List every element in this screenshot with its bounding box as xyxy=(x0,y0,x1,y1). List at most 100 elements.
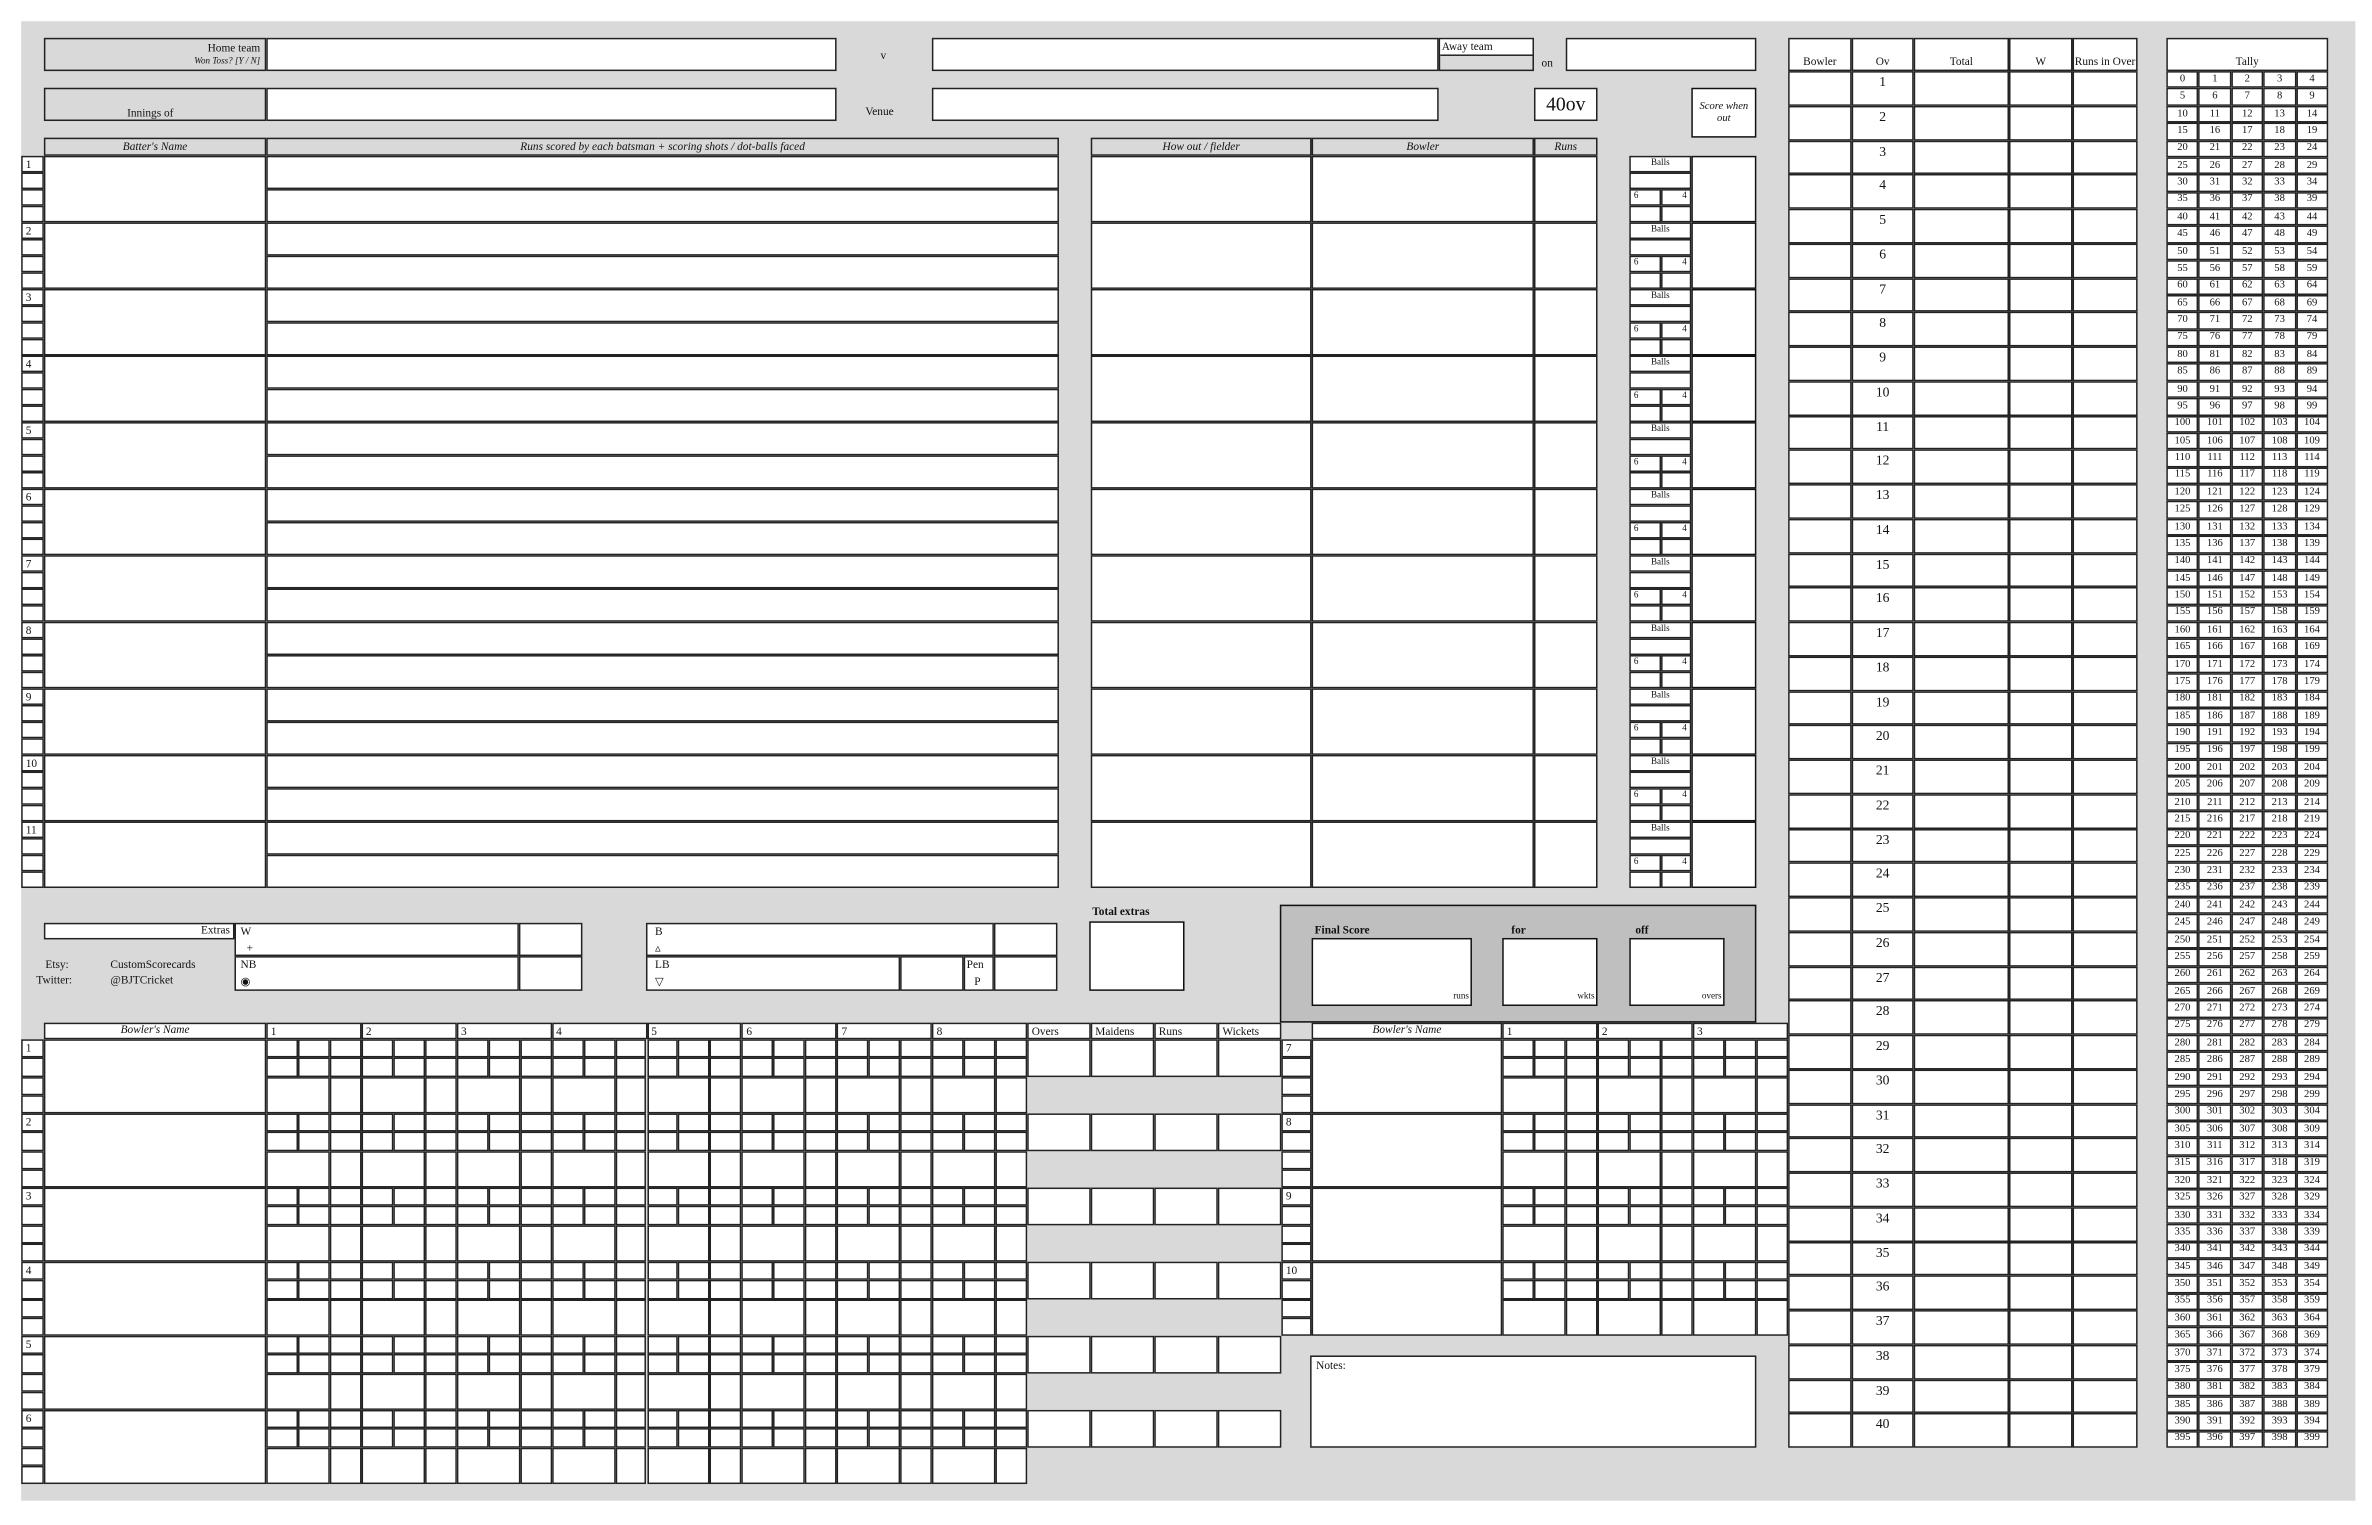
over-table-cell[interactable] xyxy=(1788,139,1852,175)
over-result-cell[interactable] xyxy=(551,1298,616,1336)
tally-cell[interactable]: 110 xyxy=(2166,449,2199,467)
tally-cell[interactable]: 192 xyxy=(2231,725,2264,743)
over-table-cell[interactable] xyxy=(2072,380,2138,416)
byes-total[interactable] xyxy=(993,922,1058,957)
ball-cell[interactable] xyxy=(551,1280,584,1299)
ball-cell[interactable] xyxy=(615,1335,647,1355)
ball-cell[interactable] xyxy=(900,1057,933,1077)
dismissal-bowler-input[interactable] xyxy=(1311,821,1534,889)
batter-name-input[interactable] xyxy=(43,688,267,755)
batter-runs-total-input[interactable] xyxy=(1533,222,1598,289)
over-table-cell[interactable] xyxy=(2072,1069,2138,1104)
tally-cell[interactable]: 336 xyxy=(2198,1224,2232,1242)
over-table-cell[interactable] xyxy=(1788,965,1852,1001)
tally-cell[interactable]: 327 xyxy=(2231,1189,2264,1207)
ball-cell[interactable] xyxy=(710,1131,742,1151)
tally-cell[interactable]: 5 xyxy=(2166,88,2199,106)
ball-cell[interactable] xyxy=(519,1113,552,1132)
tally-cell[interactable]: 271 xyxy=(2198,1000,2232,1018)
tally-cell[interactable]: 46 xyxy=(2198,225,2232,244)
over-table-cell[interactable] xyxy=(2008,71,2073,106)
ball-cell[interactable] xyxy=(393,1187,425,1207)
over-table-cell[interactable] xyxy=(2072,484,2138,519)
over-result-cell[interactable] xyxy=(519,1076,552,1114)
ball-cell[interactable] xyxy=(615,1039,647,1058)
ball-cell[interactable] xyxy=(266,1409,298,1429)
final-runs-input[interactable]: runs xyxy=(1311,937,1472,1007)
ball-cell[interactable] xyxy=(266,1187,298,1207)
over-result-cell[interactable] xyxy=(995,1076,1028,1114)
ball-cell[interactable] xyxy=(1597,1206,1630,1225)
over-table-cell[interactable] xyxy=(2008,1069,2073,1104)
tally-cell[interactable]: 127 xyxy=(2231,501,2264,519)
tally-cell[interactable]: 10 xyxy=(2166,105,2199,123)
ball-cell[interactable] xyxy=(868,1280,901,1299)
ball-cell[interactable] xyxy=(1755,1113,1788,1132)
ball-cell[interactable] xyxy=(488,1113,520,1132)
over-table-cell[interactable] xyxy=(1788,587,1852,622)
tally-cell[interactable]: 388 xyxy=(2263,1396,2296,1414)
over-table-cell[interactable] xyxy=(2008,484,2073,519)
over-result-cell[interactable] xyxy=(361,1224,425,1262)
bowler-wickets-input[interactable] xyxy=(1217,1187,1282,1225)
batter-runs-input[interactable] xyxy=(266,388,1059,423)
ball-cell[interactable] xyxy=(1692,1057,1725,1077)
over-result-cell[interactable] xyxy=(836,1298,901,1336)
ball-cell[interactable] xyxy=(519,1409,552,1429)
ball-cell[interactable] xyxy=(900,1354,933,1373)
over-table-cell[interactable] xyxy=(1788,1034,1852,1070)
ball-cell[interactable] xyxy=(266,1335,298,1355)
over-table-cell[interactable] xyxy=(1913,656,2009,691)
over-table-cell[interactable] xyxy=(1788,725,1852,760)
bowler-overs-input[interactable] xyxy=(1027,1187,1091,1225)
over-result-cell[interactable] xyxy=(266,1372,330,1410)
over-result-cell[interactable] xyxy=(1692,1150,1756,1188)
score-when-out-input[interactable] xyxy=(1691,355,1757,423)
balls-input[interactable] xyxy=(1629,704,1692,722)
tally-cell[interactable]: 161 xyxy=(2198,621,2232,639)
tally-cell[interactable]: 370 xyxy=(2166,1344,2199,1362)
ball-cell[interactable] xyxy=(456,1131,489,1151)
tally-cell[interactable]: 307 xyxy=(2231,1120,2264,1139)
over-table-cell[interactable] xyxy=(2072,277,2138,313)
ball-cell[interactable] xyxy=(1724,1187,1756,1207)
batter-runs-total-input[interactable] xyxy=(1533,621,1598,689)
tally-cell[interactable]: 142 xyxy=(2231,552,2264,571)
ball-cell[interactable] xyxy=(424,1131,457,1151)
tally-cell[interactable]: 362 xyxy=(2231,1310,2264,1328)
tally-cell[interactable]: 309 xyxy=(2295,1120,2329,1139)
over-table-cell[interactable] xyxy=(1913,1310,2009,1345)
tally-cell[interactable]: 258 xyxy=(2263,948,2296,966)
over-table-cell[interactable] xyxy=(1788,1138,1852,1173)
ball-cell[interactable] xyxy=(488,1409,520,1429)
ball-cell[interactable] xyxy=(678,1409,711,1429)
ball-cell[interactable] xyxy=(836,1187,869,1207)
ball-cell[interactable] xyxy=(1565,1280,1598,1299)
tally-cell[interactable]: 55 xyxy=(2166,260,2199,278)
wides-box[interactable]: W + xyxy=(234,922,519,957)
batter-runs-input[interactable] xyxy=(266,488,1059,522)
ball-cell[interactable] xyxy=(741,1187,774,1207)
tally-cell[interactable]: 189 xyxy=(2295,707,2329,726)
tally-cell[interactable]: 389 xyxy=(2295,1396,2329,1414)
over-table-cell[interactable] xyxy=(2008,1138,2073,1173)
score-when-out-input[interactable] xyxy=(1691,621,1757,689)
tally-cell[interactable]: 72 xyxy=(2231,312,2264,330)
tally-cell[interactable]: 38 xyxy=(2263,191,2296,209)
over-table-cell[interactable] xyxy=(1913,243,2009,278)
bowler-name-input[interactable] xyxy=(1311,1113,1503,1188)
tally-cell[interactable]: 331 xyxy=(2198,1206,2232,1225)
tally-cell[interactable]: 23 xyxy=(2263,139,2296,158)
tally-cell[interactable]: 284 xyxy=(2295,1034,2329,1052)
tally-cell[interactable]: 381 xyxy=(2198,1378,2232,1397)
how-out-input[interactable] xyxy=(1090,621,1312,689)
tally-cell[interactable]: 238 xyxy=(2263,879,2296,898)
over-result-cell[interactable] xyxy=(329,1446,362,1485)
over-result-cell[interactable] xyxy=(456,1446,520,1485)
over-result-cell[interactable] xyxy=(266,1446,330,1485)
bowler-overs-input[interactable] xyxy=(1027,1113,1091,1151)
tally-cell[interactable]: 35 xyxy=(2166,191,2199,209)
ball-cell[interactable] xyxy=(551,1354,584,1373)
over-result-cell[interactable] xyxy=(1597,1150,1661,1188)
tally-cell[interactable]: 354 xyxy=(2295,1275,2329,1293)
